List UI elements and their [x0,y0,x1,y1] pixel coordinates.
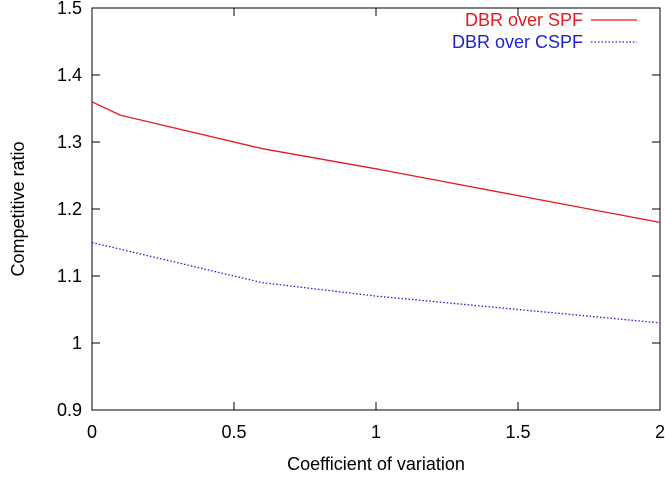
legend-label: DBR over SPF [465,10,583,30]
x-tick-label: 1.5 [505,422,530,442]
y-tick-label: 0.9 [57,400,82,420]
x-tick-label: 0 [87,422,97,442]
y-tick-label: 1.1 [57,266,82,286]
plot-frame [91,7,661,411]
x-tick-label: 1 [371,422,381,442]
y-tick-label: 1.2 [57,199,82,219]
y-tick-label: 1.4 [57,65,82,85]
y-tick-label: 1 [72,333,82,353]
x-tick-label: 2 [655,422,665,442]
x-tick-label: 0.5 [221,422,246,442]
y-axis-label: Competitive ratio [8,141,28,276]
legend-label: DBR over CSPF [452,32,583,52]
x-axis-label: Coefficient of variation [287,454,465,474]
series-layer [91,101,661,324]
y-axis: 0.9 1 1.1 1.2 1.3 1.4 1.5 [57,0,660,420]
series-line-1 [91,101,661,224]
y-tick-label: 1.3 [57,132,82,152]
y-tick-label: 1.5 [57,0,82,18]
x-axis: 0 0.5 1 1.5 2 [87,8,665,442]
series-line-2 [91,241,661,324]
